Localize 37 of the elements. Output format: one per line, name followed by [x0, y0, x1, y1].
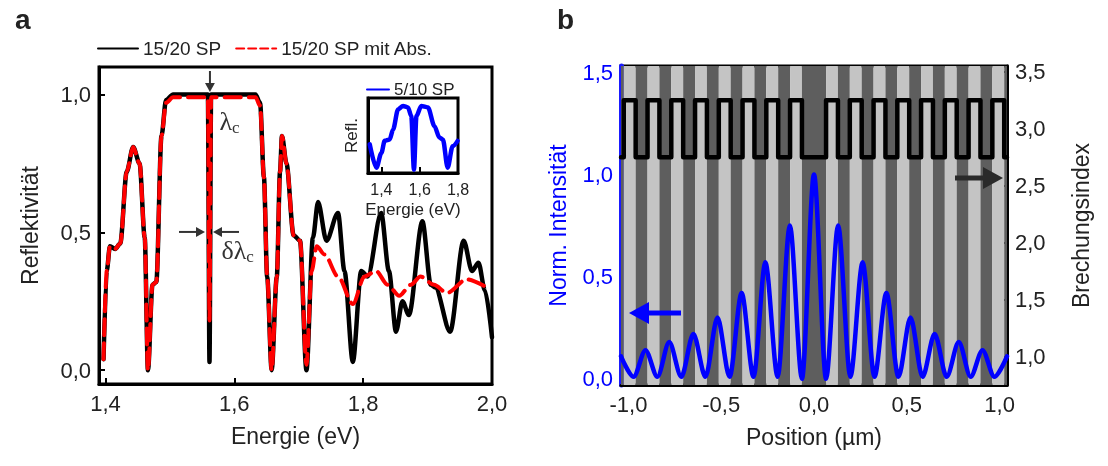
x-tick-label: -0,5: [702, 391, 741, 417]
x-axis-title: Energie (eV): [365, 200, 461, 219]
legend-label: 15/20 SP: [143, 38, 222, 59]
chart-title: b: [557, 3, 575, 35]
y-axis-title: Norm. Intensität: [544, 143, 571, 307]
line-series: [618, 172, 1010, 382]
y-tick-label: 0,0: [60, 357, 91, 383]
y-tick-label: 1,0: [60, 82, 91, 108]
x-tick-label: 2,0: [476, 390, 508, 416]
x-tick-label: 0,0: [798, 391, 830, 417]
legend-label: 5/10 SP: [394, 80, 455, 99]
x-tick-label: 1,4: [370, 180, 393, 198]
y2-axis-title: Brechungsindex: [1067, 142, 1094, 308]
y2-tick-label: 3,5: [1015, 59, 1046, 85]
x-tick-label: 1,6: [219, 390, 250, 416]
y-axis-title: Reflektivität: [16, 165, 43, 285]
chart-title: a: [15, 3, 31, 35]
legend-label: 15/20 SP mit Abs.: [281, 38, 432, 59]
y2-tick-label: 2,0: [1015, 230, 1046, 256]
y-tick-label: 1,5: [582, 59, 613, 85]
y2-tick-label: 3,0: [1015, 116, 1046, 142]
x-tick-label: 1,0: [984, 391, 1015, 417]
y-tick-label: 0,0: [582, 366, 613, 392]
x-axis-title: Position (µm): [746, 423, 882, 450]
y2-tick-label: 1,0: [1015, 344, 1046, 370]
x-tick-label: -1,0: [609, 391, 648, 417]
y-axis-title: Refl.: [342, 118, 361, 153]
x-tick-label: 1,8: [347, 390, 379, 416]
y-tick-label: 0,5: [60, 219, 91, 245]
y2-tick-label: 2,5: [1015, 173, 1046, 199]
x-axis-title: Energie (eV): [230, 422, 361, 449]
y-tick-label: 0,5: [582, 264, 613, 290]
x-tick-label: 1,8: [446, 180, 470, 198]
x-tick-label: 1,6: [408, 180, 431, 198]
y2-tick-label: 1,5: [1015, 287, 1046, 313]
x-tick-label: 0,5: [891, 391, 923, 417]
x-tick-label: 1,4: [90, 390, 121, 416]
